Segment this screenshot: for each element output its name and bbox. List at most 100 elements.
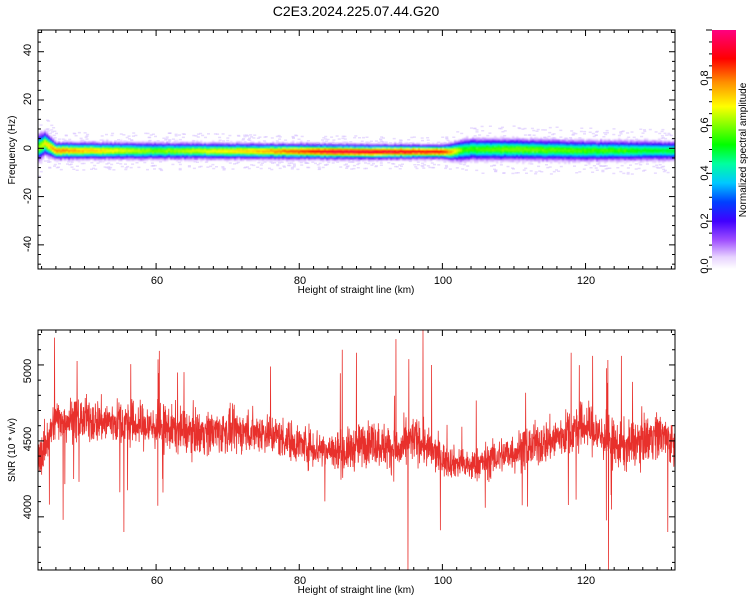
heatmap-speckle [361,141,364,143]
heatmap-cell [42,158,44,160]
heatmap-speckle [622,173,625,175]
heatmap-speckle [237,135,240,137]
heatmap-speckle [365,141,368,143]
heatmap-speckle [122,134,125,136]
heatmap-speckle [257,138,260,140]
heatmap-speckle [330,136,333,138]
heatmap-speckle [494,171,497,173]
heatmap-cell [568,162,570,164]
heatmap-speckle [119,163,122,165]
heatmap-cell [496,162,498,164]
heatmap-speckle [198,166,201,168]
heatmap-speckle [276,140,279,142]
heatmap-speckle [619,171,622,173]
heatmap-speckle [622,130,625,132]
heatmap-speckle [51,131,54,133]
heatmap-speckle [422,167,425,169]
heatmap-speckle [107,162,110,164]
heatmap-speckle [489,126,492,128]
heatmap-speckle [416,168,419,170]
heatmap-speckle [347,165,350,167]
heatmap-speckle [658,133,661,135]
heatmap-speckle [301,136,304,138]
heatmap-speckle [570,130,573,132]
heatmap-speckle [242,138,245,140]
heatmap-speckle [550,173,553,175]
heatmap-speckle [248,138,251,140]
heatmap-speckle [501,127,504,129]
heatmap-speckle [575,172,578,174]
heatmap-speckle [295,135,298,137]
heatmap-speckle [175,135,178,137]
heatmap-speckle [124,163,127,165]
heatmap-speckle [572,134,575,136]
heatmap-speckle [345,168,348,170]
heatmap-speckle [222,140,225,142]
heatmap-speckle [592,133,595,135]
heatmap-speckle [608,168,611,170]
heatmap-speckle [226,140,229,142]
heatmap-speckle [257,162,260,164]
heatmap-speckle [164,139,167,141]
heatmap-speckle [123,140,126,142]
heatmap-speckle [250,164,253,166]
heatmap-speckle [318,169,321,171]
heatmap-speckle [353,137,356,139]
heatmap-speckle [246,135,249,137]
heatmap-speckle [421,137,424,139]
heatmap-speckle [525,173,528,175]
heatmap-speckle [518,128,521,130]
heatmap-speckle [583,168,586,170]
heatmap-speckle [47,130,50,132]
heatmap-speckle [179,139,182,141]
heatmap-speckle [211,164,214,166]
heatmap-speckle [413,136,416,138]
heatmap-speckle [500,164,503,166]
heatmap-speckle [204,137,207,139]
heatmap-speckle [281,162,284,164]
heatmap-speckle [437,142,440,144]
heatmap-speckle [356,164,359,166]
heatmap-speckle [584,165,587,167]
heatmap-speckle [417,164,420,166]
heatmap-speckle [427,142,430,144]
heatmap-speckle [146,169,149,171]
spectrogram-panel: 60 80 100 120 Height of straight line (k… [7,30,678,296]
heatmap-speckle [629,164,632,166]
heatmap-speckle [338,138,341,140]
heatmap-speckle [50,129,53,131]
heatmap-speckle [538,170,541,172]
heatmap-speckle [300,164,303,166]
heatmap-speckle [409,161,412,163]
heatmap-speckle [111,133,114,135]
heatmap-speckle [244,142,247,144]
heatmap-cell [588,163,590,165]
heatmap-speckle [511,173,514,175]
heatmap-speckle [117,139,120,141]
heatmap-speckle [271,137,274,139]
heatmap-speckle [169,132,172,134]
heatmap-speckle [417,161,420,163]
heatmap-speckle [580,128,583,130]
heatmap-speckle [317,164,320,166]
heatmap-speckle [110,164,113,166]
heatmap-speckle [363,168,366,170]
heatmap-speckle [229,162,232,164]
heatmap-speckle [137,167,140,169]
heatmap-speckle [374,166,377,168]
heatmap-speckle [535,171,538,173]
heatmap-speckle [398,164,401,166]
heatmap-speckle [298,139,301,141]
heatmap-speckle [244,167,247,169]
heatmap-speckle [154,136,157,138]
heatmap-speckle [306,163,309,165]
heatmap-speckle [327,162,330,164]
heatmap-speckle [503,135,506,137]
heatmap-speckle [549,127,552,128]
heatmap-speckle [148,137,151,139]
heatmap-speckle [536,131,539,133]
heatmap-speckle [478,134,481,136]
heatmap-speckle [260,168,263,170]
heatmap-speckle [332,162,335,164]
heatmap-speckle [534,173,537,175]
